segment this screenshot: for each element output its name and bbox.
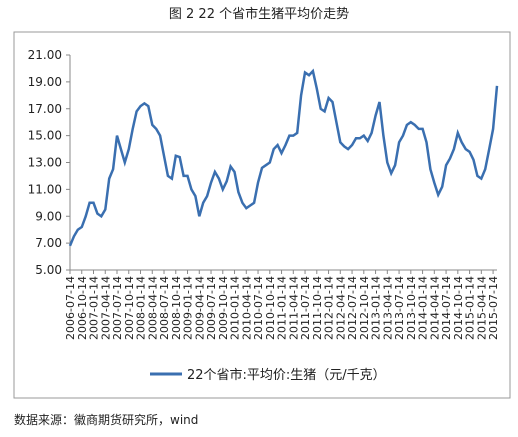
legend-label: 22个省市:平均价:生猪（元/千克） xyxy=(187,367,386,383)
x-tick-label: 2014-10-14 xyxy=(452,276,465,340)
y-tick-label: 5.00 xyxy=(35,263,62,277)
y-tick-label: 15.00 xyxy=(28,129,62,143)
x-tick-label: 2009-10-14 xyxy=(217,276,230,340)
x-tick-label: 2012-07-14 xyxy=(346,276,359,340)
x-tick-label: 2009-07-14 xyxy=(205,276,218,340)
x-tick-label: 2012-04-14 xyxy=(334,276,347,340)
x-tick-label: 2013-10-14 xyxy=(405,276,418,340)
x-tick-label: 2013-07-14 xyxy=(393,276,406,340)
x-tick-label: 2013-04-14 xyxy=(381,276,394,340)
x-tick-label: 2007-01-14 xyxy=(88,276,101,340)
x-tick-label: 2014-07-14 xyxy=(440,276,453,340)
x-tick-label: 2011-04-14 xyxy=(287,276,300,340)
x-tick-label: 2006-10-14 xyxy=(76,276,89,340)
x-tick-label: 2010-07-14 xyxy=(252,276,265,340)
y-tick-label: 13.00 xyxy=(28,156,62,170)
chart-title: 图 2 22 个省市生猪平均价走势 xyxy=(169,6,349,22)
x-tick-label: 2015-07-14 xyxy=(487,276,500,340)
x-tick-label: 2012-10-14 xyxy=(358,276,371,340)
x-tick-label: 2010-10-14 xyxy=(264,276,277,340)
x-tick-label: 2015-04-14 xyxy=(475,276,488,340)
x-tick-label: 2011-10-14 xyxy=(311,276,324,340)
x-tick-label: 2009-01-14 xyxy=(182,276,195,340)
x-tick-label: 2008-04-14 xyxy=(146,276,159,340)
y-tick-label: 17.00 xyxy=(28,102,62,116)
source-note: 数据来源：徽商期货研究所，wind xyxy=(14,412,198,427)
x-tick-label: 2010-01-14 xyxy=(229,276,242,340)
x-tick-label: 2011-01-14 xyxy=(276,276,289,340)
x-tick-label: 2007-07-14 xyxy=(111,276,124,340)
x-tick-label: 2010-04-14 xyxy=(240,276,253,340)
x-tick-label: 2014-01-14 xyxy=(417,276,430,340)
y-tick-label: 11.00 xyxy=(28,182,62,196)
y-tick-label: 19.00 xyxy=(28,75,62,89)
x-tick-label: 2013-01-14 xyxy=(370,276,383,340)
y-tick-label: 7.00 xyxy=(35,236,62,250)
series-line xyxy=(68,68,499,247)
x-tick-label: 2008-01-14 xyxy=(135,276,148,340)
x-tick-label: 2006-07-14 xyxy=(64,276,77,340)
chart-frame xyxy=(13,31,511,399)
x-tick-label: 2012-01-14 xyxy=(323,276,336,340)
x-tick-label: 2007-10-14 xyxy=(123,276,136,340)
x-tick-label: 2011-07-14 xyxy=(299,276,312,340)
x-tick-label: 2008-10-14 xyxy=(170,276,183,340)
x-tick-label: 2008-07-14 xyxy=(158,276,171,340)
y-tick-label: 21.00 xyxy=(28,48,62,62)
x-tick-label: 2009-04-14 xyxy=(193,276,206,340)
y-tick-label: 9.00 xyxy=(35,209,62,223)
x-tick-label: 2007-04-14 xyxy=(99,276,112,340)
x-tick-label: 2014-04-14 xyxy=(428,276,441,340)
x-tick-label: 2015-01-14 xyxy=(464,276,477,340)
